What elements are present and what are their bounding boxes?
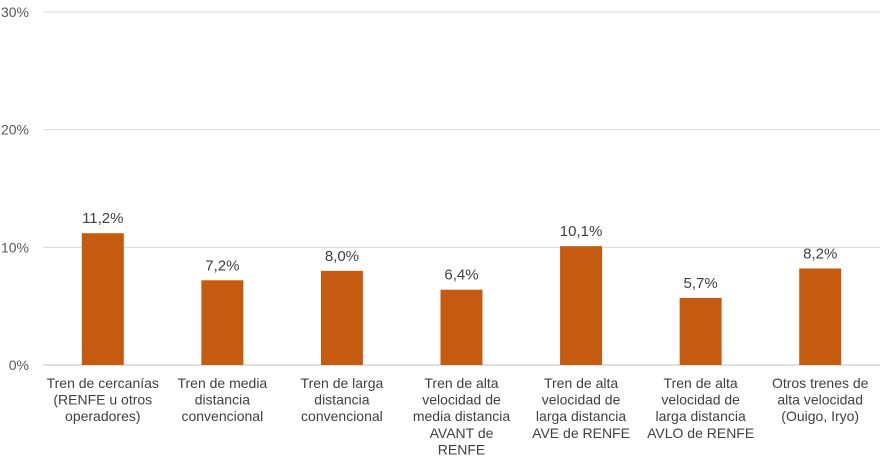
y-tick-label: 20%	[1, 122, 29, 138]
data-label: 10,1%	[560, 223, 603, 240]
data-label: 5,7%	[684, 275, 718, 292]
bar	[440, 289, 483, 365]
data-labels: 11,2% 7,2% 8,0% 6,4% 10,1% 5,7% 8,2%	[82, 210, 837, 292]
category-label-line: AVLO de RENFE	[647, 425, 754, 441]
category-label-line: Tren de alta	[424, 375, 498, 391]
data-label: 11,2%	[82, 210, 123, 227]
y-axis: 0% 10% 20% 30%	[1, 4, 29, 373]
y-tick-label: 0%	[9, 357, 29, 373]
category-label-line: convencional	[301, 408, 383, 424]
category-label: Tren de cercanías (RENFE u otros operadore…	[47, 375, 159, 424]
category-label-line: AVANT de	[430, 425, 494, 441]
data-label: 7,2%	[205, 257, 239, 274]
category-label-line: Otros trenes de	[772, 375, 869, 391]
bar	[320, 270, 363, 365]
category-label-line: velocidad de	[542, 392, 621, 408]
bar	[201, 280, 244, 365]
category-label: Tren de alta velocidad de larga distancia A…	[532, 375, 630, 441]
category-label-line: (RENFE u otros	[53, 392, 152, 408]
category-label-line: RENFE	[438, 441, 485, 457]
bar	[679, 297, 722, 365]
category-label-line: velocidad de	[661, 392, 740, 408]
category-label-line: Tren de cercanías	[47, 375, 159, 391]
category-label-line: Tren de alta	[544, 375, 618, 391]
category-label-line: velocidad de	[422, 392, 501, 408]
category-label-line: alta velocidad	[777, 392, 863, 408]
data-label: 8,2%	[803, 246, 837, 263]
y-tick-label: 30%	[1, 4, 29, 20]
category-label-line: Tren de media	[177, 375, 267, 391]
category-label: Tren de media distancia convencional	[177, 375, 267, 424]
category-label-line: distancia	[314, 392, 369, 408]
category-label-line: operadores)	[65, 408, 141, 424]
category-label-line: larga distancia	[536, 408, 626, 424]
category-label-line: larga distancia	[656, 408, 746, 424]
category-label-line: Tren de alta	[664, 375, 738, 391]
category-label-line: (Ouigo, Iryo)	[781, 408, 859, 424]
category-label: Tren de alta velocidad de media distancia A…	[413, 375, 510, 457]
data-label: 8,0%	[325, 248, 359, 265]
bar	[81, 233, 124, 365]
category-label: Otros trenes de alta velocidad (Ouigo, Iry…	[772, 375, 869, 424]
bars	[81, 233, 842, 365]
category-label-line: distancia	[195, 392, 250, 408]
category-label-line: AVE de RENFE	[532, 425, 630, 441]
bar	[799, 268, 842, 365]
data-label: 6,4%	[444, 267, 478, 284]
x-axis: Tren de cercanías (RENFE u otros operadore…	[47, 375, 869, 457]
category-label-line: Tren de larga	[301, 375, 384, 391]
y-tick-label: 10%	[1, 239, 29, 255]
category-label-line: media distancia	[413, 408, 510, 424]
bar	[560, 246, 603, 365]
category-label: Tren de alta velocidad de larga distancia A…	[647, 375, 754, 441]
category-label-line: convencional	[181, 408, 263, 424]
category-label: Tren de larga distancia convencional	[301, 375, 384, 424]
